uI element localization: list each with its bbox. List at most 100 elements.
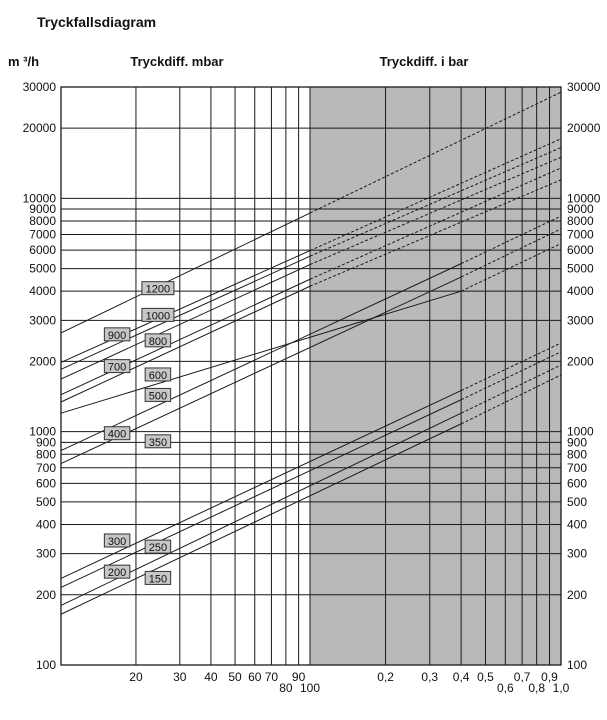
series-label-600: 600 bbox=[149, 370, 167, 382]
y-tick-label-right: 800 bbox=[567, 447, 587, 461]
series-label-300: 300 bbox=[108, 536, 126, 548]
y-tick-label-left: 8000 bbox=[29, 214, 56, 228]
x-tick-label: 0,9 bbox=[541, 670, 558, 684]
series-label-800: 800 bbox=[149, 336, 167, 348]
series-extension-150 bbox=[460, 374, 562, 425]
series-label-900: 900 bbox=[108, 330, 126, 342]
series-line-400 bbox=[60, 263, 462, 451]
x-tick-label: 70 bbox=[265, 670, 279, 684]
y-tick-label-right: 4000 bbox=[567, 284, 594, 298]
series-label-box-1200 bbox=[141, 281, 175, 296]
x-tick-label: 20 bbox=[129, 670, 143, 684]
y-tick-label-right: 2000 bbox=[567, 354, 594, 368]
series-label-box-400 bbox=[103, 426, 131, 441]
x-tick-label: 100 bbox=[300, 681, 320, 695]
series-line-600 bbox=[60, 285, 311, 403]
series-label-box-250 bbox=[144, 539, 172, 554]
y-tick-label-left: 9000 bbox=[29, 202, 56, 216]
series-line-700 bbox=[60, 278, 311, 396]
x-tick-label: 0,7 bbox=[514, 670, 531, 684]
y-unit-label: m ³/h bbox=[8, 54, 39, 69]
series-line-500 bbox=[60, 290, 462, 414]
series-label-700: 700 bbox=[108, 362, 126, 374]
y-tick-label-right: 500 bbox=[567, 495, 587, 509]
series-label-box-900 bbox=[103, 327, 131, 342]
x-tick-label: 0,6 bbox=[497, 681, 514, 695]
y-tick-label-right: 300 bbox=[567, 547, 587, 561]
series-extension-400 bbox=[460, 215, 562, 265]
y-tick-label-right: 20000 bbox=[567, 121, 601, 135]
x-tick-label: 80 bbox=[279, 681, 293, 695]
y-tick-label-right: 900 bbox=[567, 435, 587, 449]
series-extension-300 bbox=[460, 342, 562, 392]
y-tick-label-left: 4000 bbox=[29, 284, 56, 298]
series-extension-900 bbox=[309, 147, 562, 257]
y-tick-label-left: 20000 bbox=[23, 121, 57, 135]
y-tick-label-left: 7000 bbox=[29, 227, 56, 241]
y-tick-label-right: 6000 bbox=[567, 243, 594, 257]
x-tick-label: 50 bbox=[228, 670, 242, 684]
y-tick-label-left: 5000 bbox=[29, 262, 56, 276]
shaded-bar-region bbox=[310, 87, 561, 665]
y-tick-label-right: 7000 bbox=[567, 227, 594, 241]
y-tick-label-right: 10000 bbox=[567, 191, 601, 205]
y-tick-label-left: 400 bbox=[36, 518, 56, 532]
y-tick-label-right: 8000 bbox=[567, 214, 594, 228]
series-line-1200 bbox=[60, 212, 311, 334]
plot-frame bbox=[60, 86, 562, 666]
y-tick-label-right: 30000 bbox=[567, 80, 601, 94]
series-label-box-600 bbox=[144, 367, 172, 382]
y-tick-label-left: 600 bbox=[36, 476, 56, 490]
series-label-box-1000 bbox=[141, 307, 175, 322]
series-label-box-200 bbox=[103, 564, 131, 579]
chart-title: Tryckfallsdiagram bbox=[37, 14, 156, 30]
series-line-900 bbox=[60, 255, 311, 370]
series-label-200: 200 bbox=[108, 567, 126, 579]
y-tick-label-right: 100 bbox=[567, 658, 587, 672]
series-label-350: 350 bbox=[149, 437, 167, 449]
y-tick-label-left: 3000 bbox=[29, 313, 56, 327]
y-tick-label-right: 200 bbox=[567, 588, 587, 602]
series-extension-350 bbox=[460, 228, 562, 278]
y-tick-label-left: 6000 bbox=[29, 243, 56, 257]
series-label-1000: 1000 bbox=[146, 310, 170, 322]
y-tick-label-right: 5000 bbox=[567, 262, 594, 276]
series-label-box-500 bbox=[144, 387, 172, 402]
series-label-box-700 bbox=[103, 359, 131, 374]
series-label-box-150 bbox=[144, 570, 172, 585]
series-label-400: 400 bbox=[108, 429, 126, 441]
series-label-500: 500 bbox=[149, 390, 167, 402]
series-line-250 bbox=[60, 399, 462, 588]
series-line-150 bbox=[60, 423, 462, 615]
series-extension-600 bbox=[309, 179, 562, 287]
y-tick-label-right: 700 bbox=[567, 461, 587, 475]
y-tick-label-left: 300 bbox=[36, 547, 56, 561]
y-tick-label-left: 2000 bbox=[29, 354, 56, 368]
series-label-150: 150 bbox=[149, 573, 167, 585]
x-tick-label: 1,0 bbox=[553, 681, 570, 695]
y-tick-label-left: 30000 bbox=[23, 80, 57, 94]
y-tick-label-right: 600 bbox=[567, 476, 587, 490]
series-extension-700 bbox=[309, 167, 562, 280]
x-tick-label: 0,4 bbox=[453, 670, 470, 684]
series-extension-250 bbox=[460, 351, 562, 401]
y-tick-label-right: 3000 bbox=[567, 313, 594, 327]
y-tick-label-left: 700 bbox=[36, 461, 56, 475]
series-extension-1200 bbox=[309, 91, 562, 214]
series-extension-1000 bbox=[309, 138, 562, 252]
y-tick-label-left: 500 bbox=[36, 495, 56, 509]
y-tick-label-left: 800 bbox=[36, 447, 56, 461]
x-tick-label: 0,2 bbox=[377, 670, 394, 684]
y-tick-label-left: 900 bbox=[36, 435, 56, 449]
x-tick-label: 0,3 bbox=[421, 670, 438, 684]
series-line-1000 bbox=[60, 250, 311, 363]
series-line-800 bbox=[60, 264, 311, 380]
x-tick-label: 90 bbox=[292, 670, 306, 684]
series-extension-800 bbox=[309, 156, 562, 266]
series-label-250: 250 bbox=[149, 542, 167, 554]
series-extension-500 bbox=[460, 243, 562, 292]
y-tick-label-right: 1000 bbox=[567, 425, 594, 439]
series-label-box-800 bbox=[144, 333, 172, 348]
series-label-box-350 bbox=[144, 434, 172, 449]
